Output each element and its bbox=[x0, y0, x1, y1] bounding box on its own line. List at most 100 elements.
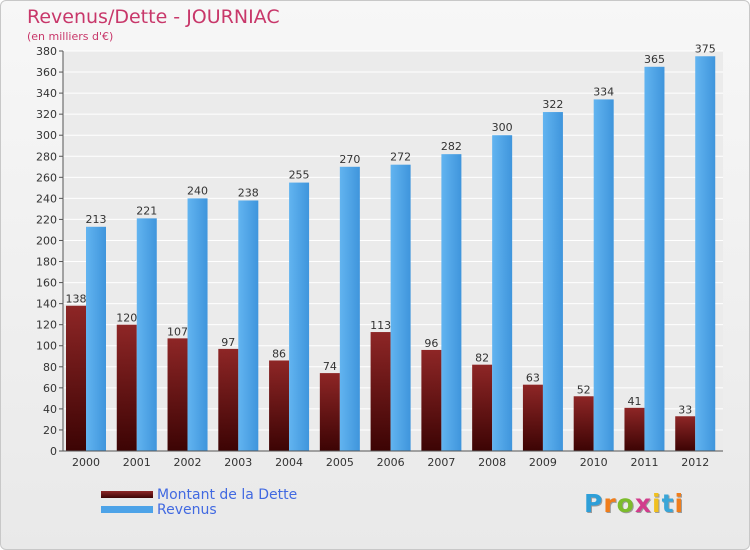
logo-letter: x bbox=[634, 489, 652, 518]
axes: 0 20 40 60 80 100 120 140 160 180 200 220 240 260 280 3… bbox=[36, 45, 723, 469]
bar-revenus bbox=[136, 218, 157, 451]
data-label-revenus: 375 bbox=[695, 42, 716, 55]
y-tick-label: 240 bbox=[36, 192, 57, 205]
y-tick-label: 100 bbox=[36, 340, 57, 353]
bar-dette bbox=[675, 416, 696, 451]
data-label-dette: 41 bbox=[627, 395, 641, 408]
data-label-revenus: 255 bbox=[289, 169, 310, 182]
data-label-revenus: 282 bbox=[441, 140, 462, 153]
y-tick-label: 320 bbox=[36, 108, 57, 121]
bar-revenus bbox=[492, 135, 513, 452]
y-tick-label: 360 bbox=[36, 66, 57, 79]
y-tick-label: 380 bbox=[36, 45, 57, 58]
bar-dette bbox=[167, 338, 188, 451]
x-tick-label: 2011 bbox=[630, 456, 658, 469]
bar-dette bbox=[319, 373, 340, 451]
x-tick-label: 2008 bbox=[478, 456, 506, 469]
y-tick-label: 300 bbox=[36, 129, 57, 142]
legend-label-revenus: Revenus bbox=[157, 502, 217, 518]
y-tick-label: 160 bbox=[36, 277, 57, 290]
data-label-revenus: 322 bbox=[542, 98, 563, 111]
bar-revenus bbox=[86, 226, 106, 451]
data-label-revenus: 272 bbox=[390, 151, 411, 164]
data-label-revenus: 240 bbox=[187, 184, 208, 197]
x-tick-label: 2009 bbox=[529, 456, 557, 469]
proxiti-logo: Proxiti bbox=[584, 489, 684, 518]
x-tick-label: 2007 bbox=[427, 456, 455, 469]
bar-dette bbox=[66, 305, 86, 451]
data-label-revenus: 238 bbox=[238, 186, 259, 199]
bar-revenus bbox=[390, 164, 411, 451]
y-tick-label: 80 bbox=[43, 361, 57, 374]
data-label-dette: 97 bbox=[221, 336, 235, 349]
bar-dette bbox=[421, 349, 442, 451]
y-tick-label: 60 bbox=[43, 382, 57, 395]
chart-subtitle: (en milliers d'€) bbox=[27, 30, 114, 43]
bar-revenus bbox=[644, 66, 665, 451]
bar-revenus bbox=[238, 200, 259, 451]
logo-letter: i bbox=[652, 489, 662, 518]
y-tick-label: 260 bbox=[36, 171, 57, 184]
logo-letter: i bbox=[674, 489, 685, 518]
x-tick-label: 2005 bbox=[326, 456, 354, 469]
data-label-dette: 82 bbox=[475, 352, 489, 365]
legend-swatch-revenus bbox=[101, 506, 153, 513]
x-tick-label: 2010 bbox=[580, 456, 608, 469]
data-label-revenus: 270 bbox=[339, 153, 360, 166]
x-tick-label: 2004 bbox=[275, 456, 303, 469]
y-tick-label: 200 bbox=[36, 234, 57, 247]
y-tick-label: 120 bbox=[36, 319, 57, 332]
y-tick-label: 40 bbox=[43, 403, 57, 416]
data-label-dette: 52 bbox=[577, 383, 591, 396]
data-label-dette: 120 bbox=[116, 312, 137, 325]
data-label-revenus: 300 bbox=[492, 121, 513, 134]
logo-letter: o bbox=[616, 489, 635, 518]
bar-revenus bbox=[289, 182, 310, 451]
y-tick-label: 20 bbox=[43, 424, 57, 437]
data-label-dette: 86 bbox=[272, 347, 286, 360]
bar-dette bbox=[269, 360, 290, 451]
y-tick-label: 280 bbox=[36, 150, 57, 163]
data-labels: 138 213 120 221 107 240 97 238 86 255 74 270 113 272 9… bbox=[66, 42, 716, 416]
data-label-revenus: 334 bbox=[593, 85, 614, 98]
data-label-dette: 138 bbox=[66, 293, 87, 306]
y-tick-label: 220 bbox=[36, 213, 57, 226]
logo-letter: t bbox=[661, 489, 675, 518]
x-tick-label: 2003 bbox=[224, 456, 252, 469]
bar-revenus bbox=[441, 154, 462, 451]
data-label-dette: 63 bbox=[526, 372, 540, 385]
data-label-revenus: 213 bbox=[86, 213, 107, 226]
bar-dette bbox=[116, 324, 137, 451]
bar-dette bbox=[218, 348, 239, 451]
data-label-dette: 96 bbox=[424, 337, 438, 350]
bar-revenus bbox=[187, 198, 208, 451]
logo-letter: r bbox=[603, 489, 617, 518]
bar-dette bbox=[522, 384, 543, 451]
x-tick-label: 2000 bbox=[72, 456, 100, 469]
bars bbox=[66, 56, 716, 452]
data-label-dette: 113 bbox=[370, 319, 391, 332]
data-label-dette: 107 bbox=[167, 325, 188, 338]
bar-dette bbox=[370, 332, 391, 451]
bar-revenus bbox=[593, 99, 614, 451]
bar-dette bbox=[472, 364, 493, 451]
bar-dette bbox=[624, 407, 645, 451]
data-label-revenus: 365 bbox=[644, 53, 665, 66]
x-tick-label: 2002 bbox=[174, 456, 202, 469]
x-tick-label: 2006 bbox=[377, 456, 405, 469]
legend-swatch-debt bbox=[101, 491, 153, 498]
y-tick-label: 340 bbox=[36, 87, 57, 100]
y-tick-label: 180 bbox=[36, 256, 57, 269]
chart-title: Revenus/Dette - JOURNIAC bbox=[27, 6, 280, 28]
legend-label-debt: Montant de la Dette bbox=[157, 487, 298, 503]
bar-revenus bbox=[542, 112, 563, 451]
logo-letter: P bbox=[584, 489, 604, 518]
x-tick-label: 2001 bbox=[123, 456, 151, 469]
y-tick-label: 140 bbox=[36, 298, 57, 311]
data-label-dette: 33 bbox=[678, 403, 692, 416]
x-tick-label: 2012 bbox=[681, 456, 709, 469]
bar-dette bbox=[573, 396, 594, 451]
y-tick-label: 0 bbox=[50, 445, 57, 458]
